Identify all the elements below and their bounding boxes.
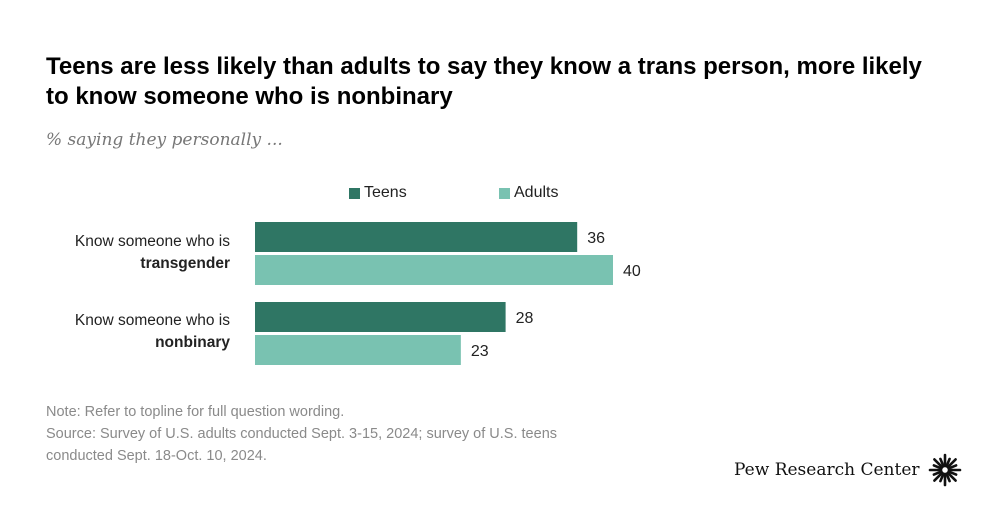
logo-ray (946, 458, 957, 469)
logo-ray (946, 470, 957, 476)
category-label-prefix: Know someone who is (74, 233, 230, 250)
bar-adults-1 (255, 335, 461, 365)
logo-ray (932, 464, 943, 470)
footnotes: Note: Refer to topline for full question… (46, 401, 557, 467)
brand-name: Pew Research Center (734, 460, 920, 480)
logo-ray (946, 471, 957, 482)
category-label-prefix: Know someone who is (74, 312, 230, 329)
sunburst-logo-icon (928, 453, 961, 487)
brand: Pew Research Center (734, 453, 962, 487)
legend-swatch-teens (349, 187, 360, 199)
logo-ray (944, 457, 951, 468)
logo-ray (932, 470, 943, 476)
legend-item-adults: Adults (499, 184, 558, 202)
legend-swatch-adults (499, 187, 510, 199)
legend-item-teens: Teens (349, 184, 407, 202)
data-label-adults-0: 40 (623, 263, 641, 280)
chart-title: Teens are less likely than adults to say… (46, 53, 922, 110)
bar-adults-0 (255, 255, 613, 285)
logo-ray (946, 464, 957, 470)
logo-ray (938, 472, 945, 483)
source-text-line1: Source: Survey of U.S. adults conducted … (46, 426, 558, 442)
legend: Teens Adults (0, 184, 1000, 204)
data-label-adults-1: 23 (471, 343, 489, 360)
chart-subtitle: % saying they personally ... (46, 130, 283, 150)
bar-teens-1 (255, 302, 506, 332)
legend-label-adults: Adults (514, 184, 559, 201)
category-label-transgender: Know someone who is transgender (30, 231, 230, 275)
data-label-teens-0: 36 (587, 230, 605, 247)
logo-ray (932, 471, 943, 482)
bar-teens-0 (255, 222, 578, 252)
data-label-teens-1: 28 (516, 310, 534, 327)
note-text: Note: Refer to topline for full question… (46, 404, 345, 420)
logo-ray (938, 457, 945, 468)
logo-ray (932, 458, 943, 469)
category-label-bold: transgender (140, 255, 230, 272)
source-text-line2: conducted Sept. 18-Oct. 10, 2024. (46, 448, 267, 464)
logo-ray (944, 472, 951, 483)
legend-label-teens: Teens (364, 184, 407, 201)
category-label-bold: nonbinary (155, 334, 230, 351)
category-label-nonbinary: Know someone who is nonbinary (30, 310, 230, 354)
